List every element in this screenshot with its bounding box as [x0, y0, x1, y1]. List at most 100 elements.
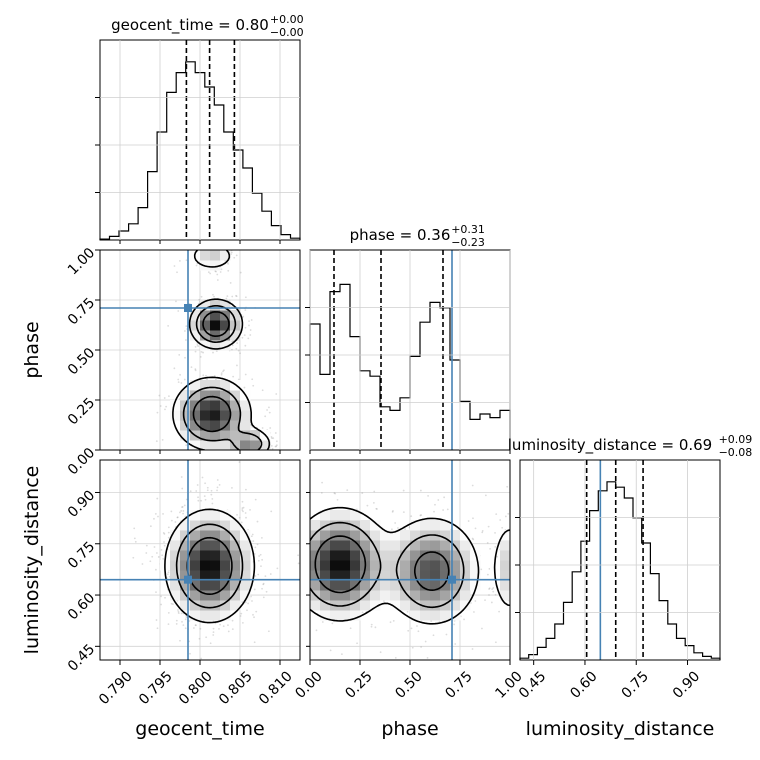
- density-cell: [190, 590, 201, 601]
- sample-point: [495, 513, 498, 516]
- sample-point: [268, 604, 270, 606]
- sample-point: [134, 540, 137, 543]
- sample-point: [244, 309, 247, 312]
- sample-point: [321, 621, 324, 623]
- sample-point: [275, 444, 278, 447]
- sample-point: [392, 619, 395, 622]
- axis-label-y-phase: phase: [21, 321, 43, 378]
- sample-point: [514, 527, 516, 529]
- sample-point: [196, 484, 199, 486]
- sample-point: [216, 479, 219, 481]
- density-cell: [320, 560, 331, 571]
- histogram-geocent_time: geocent_time = 0.80 +0.00−0.00: [99, 13, 304, 241]
- sample-point: [181, 620, 183, 623]
- sample-point: [494, 593, 497, 596]
- density-cell: [330, 590, 341, 601]
- density-cell: [180, 570, 191, 581]
- sample-point: [276, 608, 278, 610]
- sample-point: [427, 494, 429, 497]
- density-cell: [370, 520, 381, 531]
- sample-point: [514, 525, 516, 527]
- sample-point: [228, 462, 230, 464]
- sample-point: [206, 489, 209, 492]
- sample-point: [391, 511, 394, 513]
- density-cell: [410, 520, 421, 531]
- sample-point: [214, 270, 217, 272]
- sample-point: [230, 340, 233, 343]
- sample-point: [292, 590, 294, 592]
- sample-point: [426, 656, 429, 659]
- sample-point: [186, 246, 188, 248]
- density-cell: [500, 590, 510, 601]
- sample-point: [223, 369, 225, 372]
- sample-point: [253, 451, 255, 453]
- sample-point: [269, 427, 272, 429]
- sample-point: [524, 546, 526, 548]
- density-cell: [390, 580, 401, 591]
- tick-label-x-luminosity_distance: 0.45: [516, 668, 549, 701]
- sample-point: [432, 634, 435, 637]
- density-cell: [230, 570, 241, 581]
- sample-point: [270, 510, 273, 513]
- sample-point: [184, 463, 186, 465]
- sample-point: [446, 508, 449, 511]
- panel-phase-vs-luminosity_distance: [264, 459, 533, 661]
- density-cell: [220, 600, 231, 611]
- density-cell: [230, 600, 241, 611]
- density-cell: [240, 550, 251, 561]
- density-cell: [240, 570, 251, 581]
- density-cell: [200, 330, 211, 341]
- density-cell: [450, 530, 461, 541]
- density-cell: [440, 580, 451, 591]
- sample-point: [301, 627, 303, 629]
- sample-point: [531, 548, 533, 550]
- density-cell: [170, 400, 181, 411]
- sample-point: [530, 607, 532, 609]
- sample-point: [155, 568, 157, 571]
- sample-point: [235, 295, 238, 298]
- sample-point: [515, 568, 517, 570]
- density-cell: [330, 520, 341, 531]
- density-cell: [220, 390, 231, 401]
- sample-point: [515, 604, 517, 606]
- histogram-luminosity_distance: luminosity_distance = 0.69 +0.09−0.08: [508, 433, 753, 661]
- sample-point: [157, 556, 160, 558]
- density-cell: [440, 560, 451, 571]
- sample-point: [402, 489, 405, 492]
- density-cell: [190, 420, 201, 431]
- sample-point: [307, 576, 309, 578]
- sample-point: [184, 618, 187, 621]
- sample-point: [220, 268, 223, 271]
- sample-point: [156, 497, 159, 500]
- sample-point: [220, 373, 223, 376]
- density-cell: [360, 530, 371, 541]
- sample-point: [244, 326, 247, 329]
- sample-point: [247, 466, 249, 468]
- sample-point: [133, 527, 136, 530]
- density-cell: [240, 560, 251, 571]
- sample-point: [155, 619, 158, 621]
- sample-point: [249, 329, 252, 331]
- title-lower: −0.08: [719, 446, 753, 459]
- sample-point: [215, 350, 218, 353]
- sample-point: [196, 242, 198, 244]
- density-cell: [220, 520, 231, 531]
- density-cell: [210, 610, 221, 621]
- sample-point: [275, 393, 278, 395]
- sample-point: [499, 519, 502, 521]
- density-cell: [470, 580, 481, 591]
- sample-point: [185, 475, 187, 477]
- title-luminosity_distance: luminosity_distance = 0.69: [508, 436, 712, 455]
- density-cell: [370, 530, 381, 541]
- sample-point: [300, 541, 302, 543]
- sample-point: [251, 451, 253, 453]
- sample-point: [218, 484, 221, 486]
- density-cell: [450, 570, 461, 581]
- sample-point: [167, 623, 170, 626]
- sample-point: [230, 251, 233, 254]
- density-cell: [220, 380, 231, 391]
- contour-line: [314, 535, 450, 594]
- sample-point: [264, 547, 266, 549]
- sample-point: [490, 601, 493, 604]
- sample-point: [253, 588, 256, 591]
